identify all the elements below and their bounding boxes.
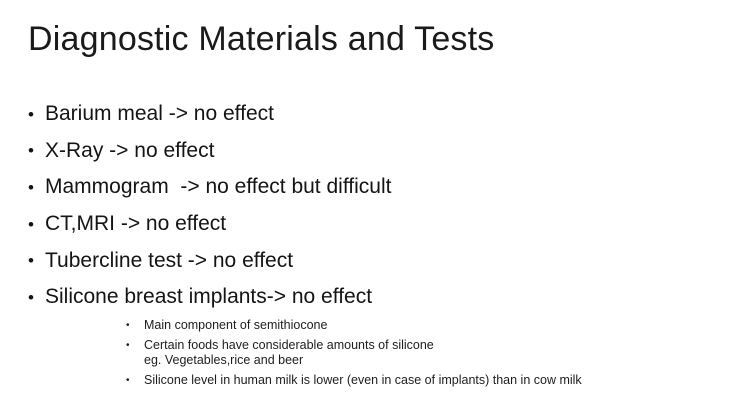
bullet-item: • Silicone breast implants-> no effect bbox=[28, 279, 391, 316]
bullet-item: • Barium meal -> no effect bbox=[28, 96, 391, 133]
bullet-dot-icon: • bbox=[28, 251, 34, 271]
sub-bullet-text: Certain foods have considerable amounts … bbox=[144, 338, 434, 352]
bullet-dot-icon: • bbox=[28, 104, 34, 124]
bullet-list: • Barium meal -> no effect • X-Ray -> no… bbox=[28, 96, 391, 316]
sub-bullet-item: • Silicone level in human milk is lower … bbox=[126, 373, 582, 388]
sub-bullet-text: Silicone level in human milk is lower (e… bbox=[144, 373, 582, 387]
bullet-item: • X-Ray -> no effect bbox=[28, 133, 391, 170]
bullet-dot-icon: • bbox=[28, 141, 34, 161]
bullet-text: Mammogram -> no effect but difficult bbox=[45, 175, 392, 199]
bullet-text: Silicone breast implants-> no effect bbox=[45, 285, 373, 309]
sub-bullet-dot-icon: • bbox=[126, 320, 130, 331]
bullet-dot-icon: • bbox=[28, 287, 34, 307]
bullet-text: Barium meal -> no effect bbox=[45, 102, 274, 126]
sub-bullet-item: • Certain foods have considerable amount… bbox=[126, 338, 582, 368]
bullet-text: CT,MRI -> no effect bbox=[45, 212, 227, 236]
bullet-dot-icon: • bbox=[28, 177, 34, 197]
bullet-text: X-Ray -> no effect bbox=[45, 138, 215, 162]
bullet-item: • Mammogram -> no effect but difficult bbox=[28, 169, 391, 206]
bullet-item: • CT,MRI -> no effect bbox=[28, 206, 391, 243]
sub-bullet-text-continued: eg. Vegetables,rice and beer bbox=[144, 353, 304, 367]
bullet-dot-icon: • bbox=[28, 214, 34, 234]
bullet-item: • Tubercline test -> no effect bbox=[28, 242, 391, 279]
sub-bullet-dot-icon: • bbox=[126, 340, 130, 351]
bullet-text: Tubercline test -> no effect bbox=[45, 248, 294, 272]
sub-bullet-item: • Main component of semithiocone bbox=[126, 318, 582, 333]
sub-bullet-list: • Main component of semithiocone • Certa… bbox=[126, 318, 582, 393]
sub-bullet-dot-icon: • bbox=[126, 375, 130, 386]
slide-title: Diagnostic Materials and Tests bbox=[28, 20, 495, 58]
sub-bullet-text: Main component of semithiocone bbox=[144, 318, 328, 332]
